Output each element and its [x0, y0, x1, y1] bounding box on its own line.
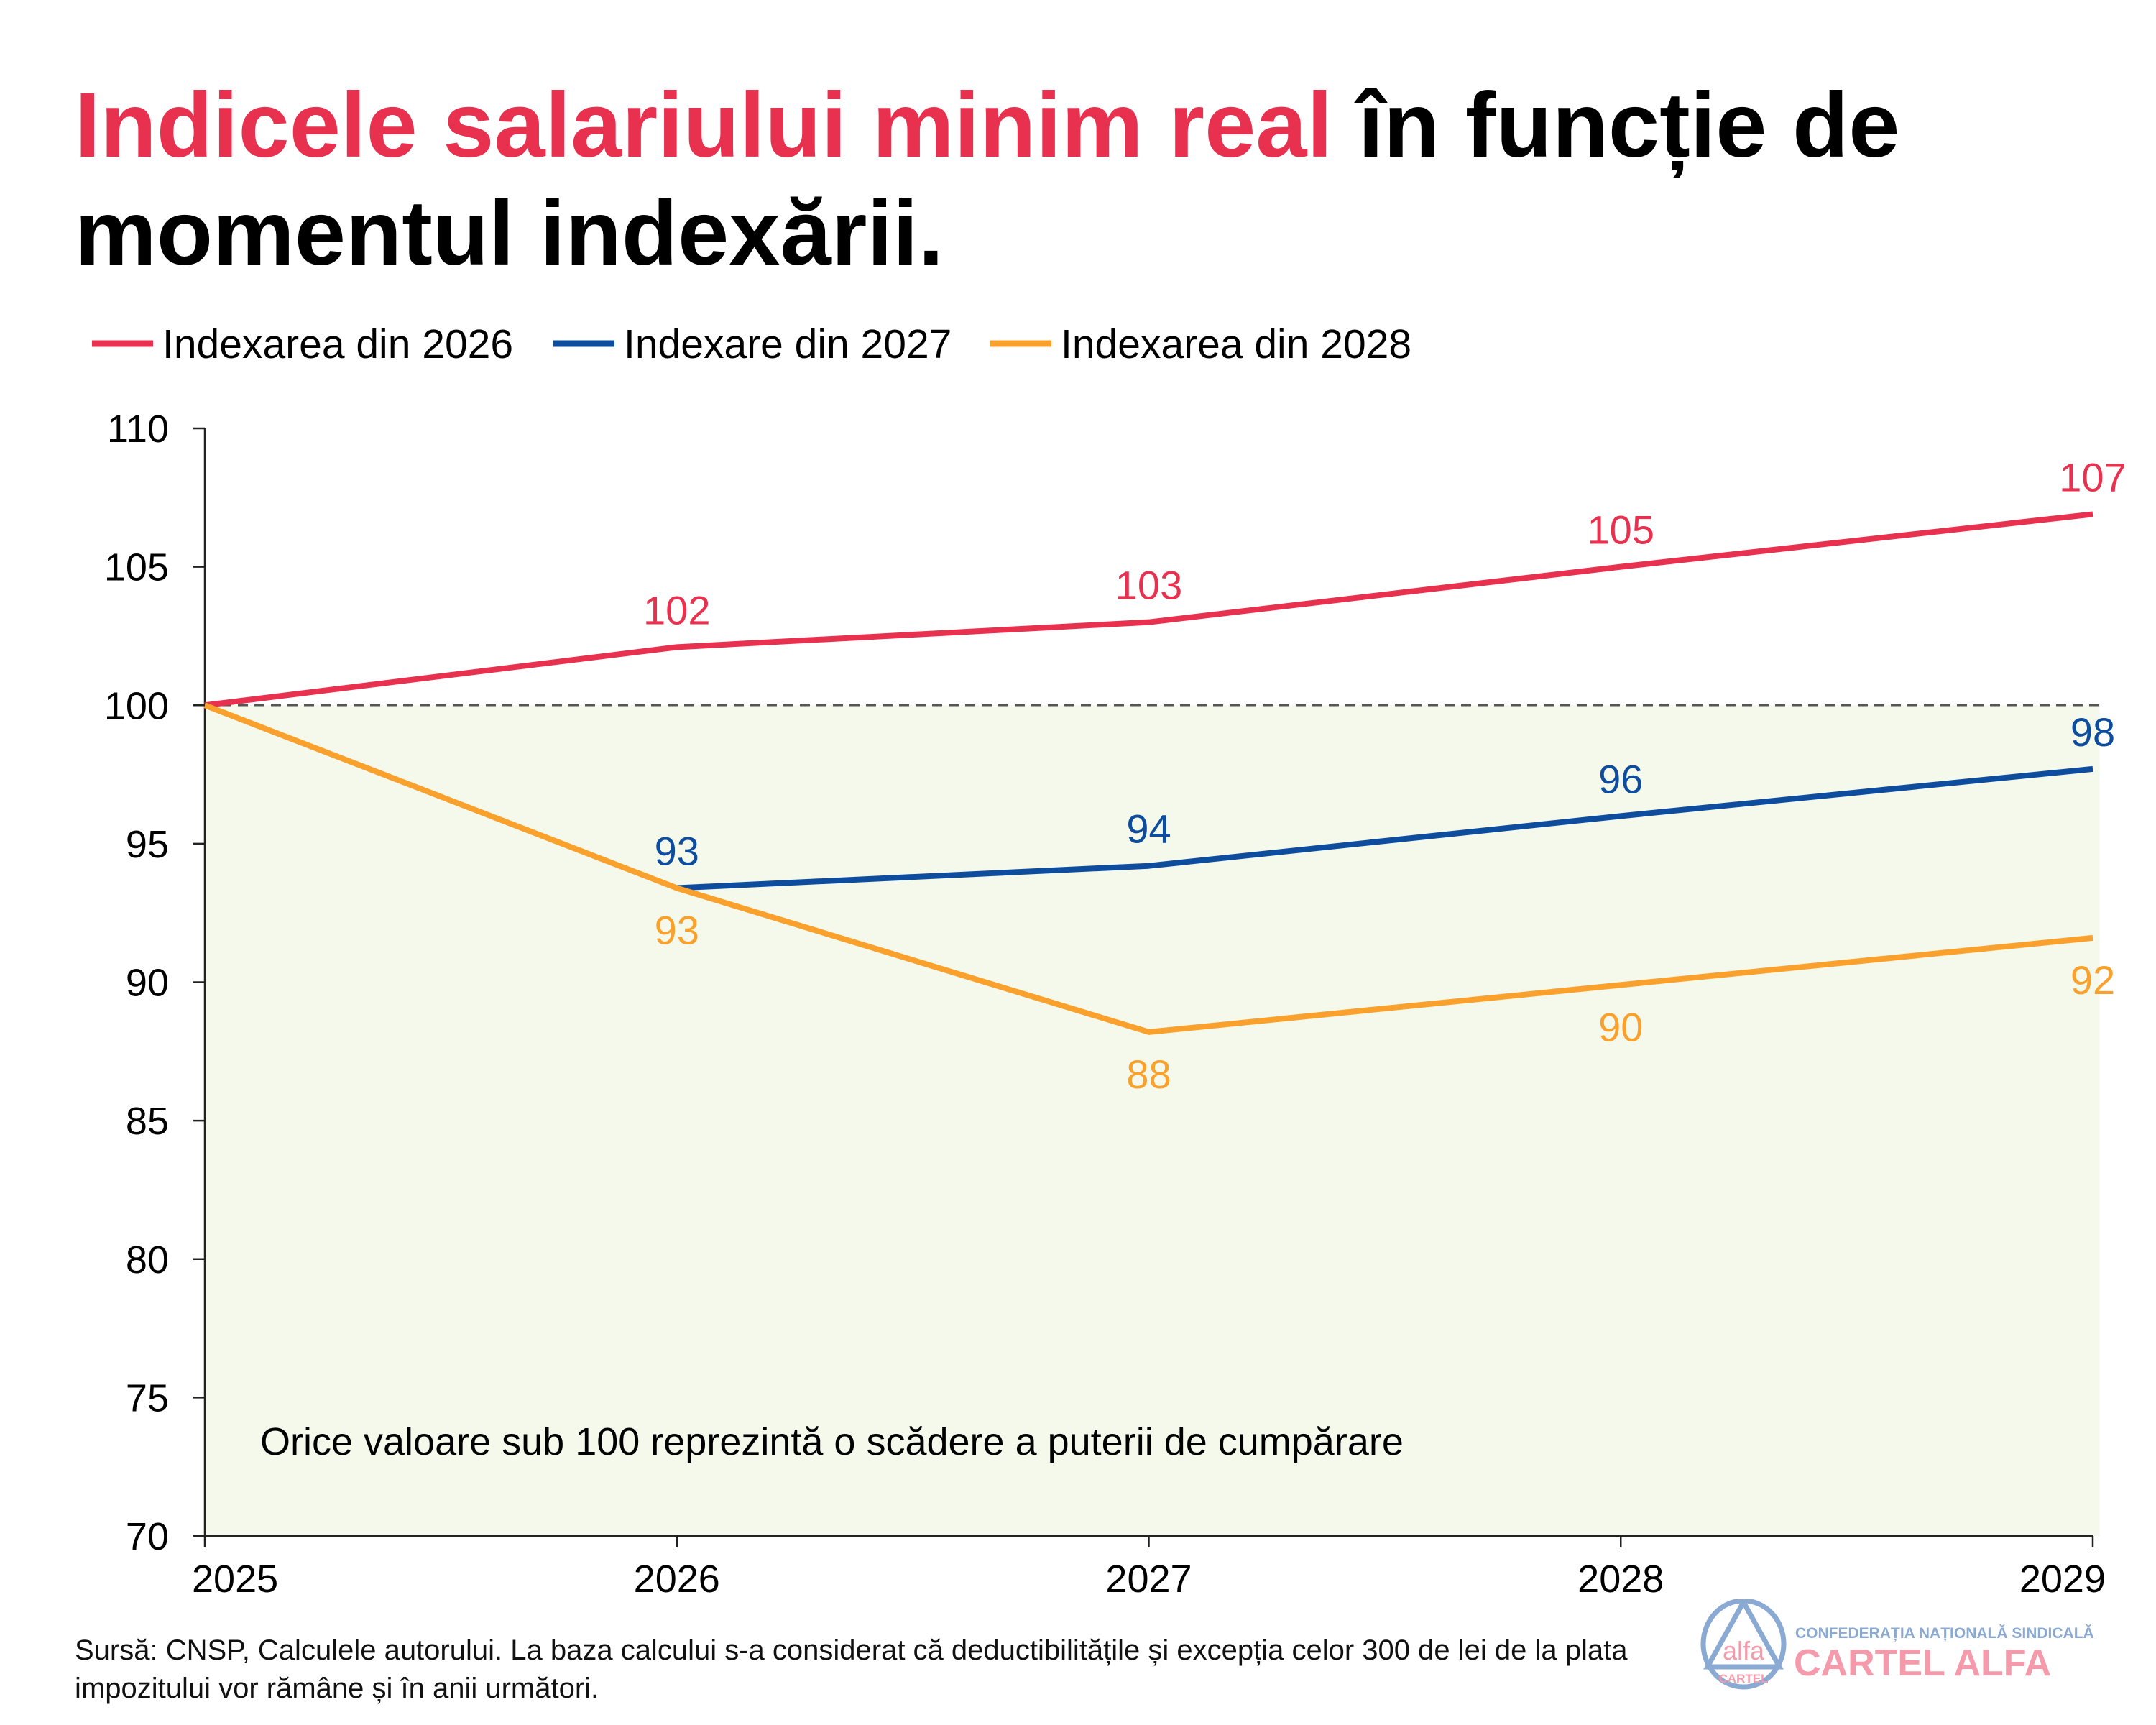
- below-100-region: [205, 705, 2100, 1536]
- data-label: 88: [1126, 1052, 1171, 1097]
- svg-text:CARTEL: CARTEL: [1719, 1672, 1769, 1685]
- chart-annotation: Orice valoare sub 100 reprezintă o scăde…: [260, 1420, 1404, 1463]
- legend-label: Indexarea din 2028: [1061, 321, 1411, 367]
- y-tick-label: 70: [126, 1515, 169, 1558]
- source-footnote: Sursă: CNSP, Calculele autorului. La baz…: [75, 1634, 1628, 1704]
- data-label: 98: [2070, 709, 2115, 755]
- y-tick-label: 110: [107, 408, 169, 451]
- data-label: 94: [1126, 806, 1171, 852]
- data-label: 96: [1598, 756, 1643, 801]
- y-tick-label: 80: [126, 1238, 169, 1282]
- y-tick-label: 100: [104, 684, 169, 727]
- data-label: 103: [1115, 563, 1182, 608]
- data-label: 90: [1598, 1004, 1643, 1049]
- x-tick-label: 2025: [192, 1558, 278, 1601]
- data-label: 107: [2059, 454, 2126, 500]
- data-label: 93: [655, 829, 699, 874]
- data-label: 93: [655, 908, 699, 953]
- y-tick-label: 95: [126, 823, 169, 866]
- x-tick-label: 2029: [2019, 1558, 2106, 1601]
- data-label: 92: [2070, 957, 2115, 1003]
- series-line-3: [203, 702, 2093, 1035]
- x-tick-label: 2028: [1577, 1558, 1664, 1601]
- chart-title: Indicele salariului minim real în funcți…: [75, 72, 2087, 288]
- legend-label: Indexarea din 2026: [162, 321, 513, 367]
- x-tick-label: 2027: [1105, 1558, 1192, 1601]
- chart-title-rest: în funcție de momentul indexării.: [75, 74, 1900, 285]
- y-tick-label: 90: [126, 962, 169, 1005]
- data-label: 105: [1588, 507, 1654, 553]
- data-label: 102: [643, 587, 710, 632]
- y-tick-label: 75: [126, 1376, 169, 1420]
- series-line-2: [676, 765, 2093, 891]
- chart-title-highlight: Indicele salariului minim real: [75, 74, 1332, 177]
- y-tick-label: 85: [126, 1100, 169, 1143]
- svg-text:alfa: alfa: [1723, 1636, 1765, 1665]
- y-tick-label: 105: [104, 546, 169, 589]
- svg-text:CARTEL ALFA: CARTEL ALFA: [1794, 1642, 2051, 1684]
- legend-label: Indexare din 2027: [624, 321, 952, 367]
- cartel-alfa-logo: alfa CARTEL CONFEDERAȚIA NAȚIONALĂ SINDI…: [1700, 1599, 2094, 1690]
- series-line-1: [204, 511, 2093, 709]
- svg-text:CONFEDERAȚIA NAȚIONALĂ SINDICA: CONFEDERAȚIA NAȚIONALĂ SINDICALĂ: [1795, 1625, 2094, 1642]
- x-tick-label: 2026: [634, 1558, 720, 1601]
